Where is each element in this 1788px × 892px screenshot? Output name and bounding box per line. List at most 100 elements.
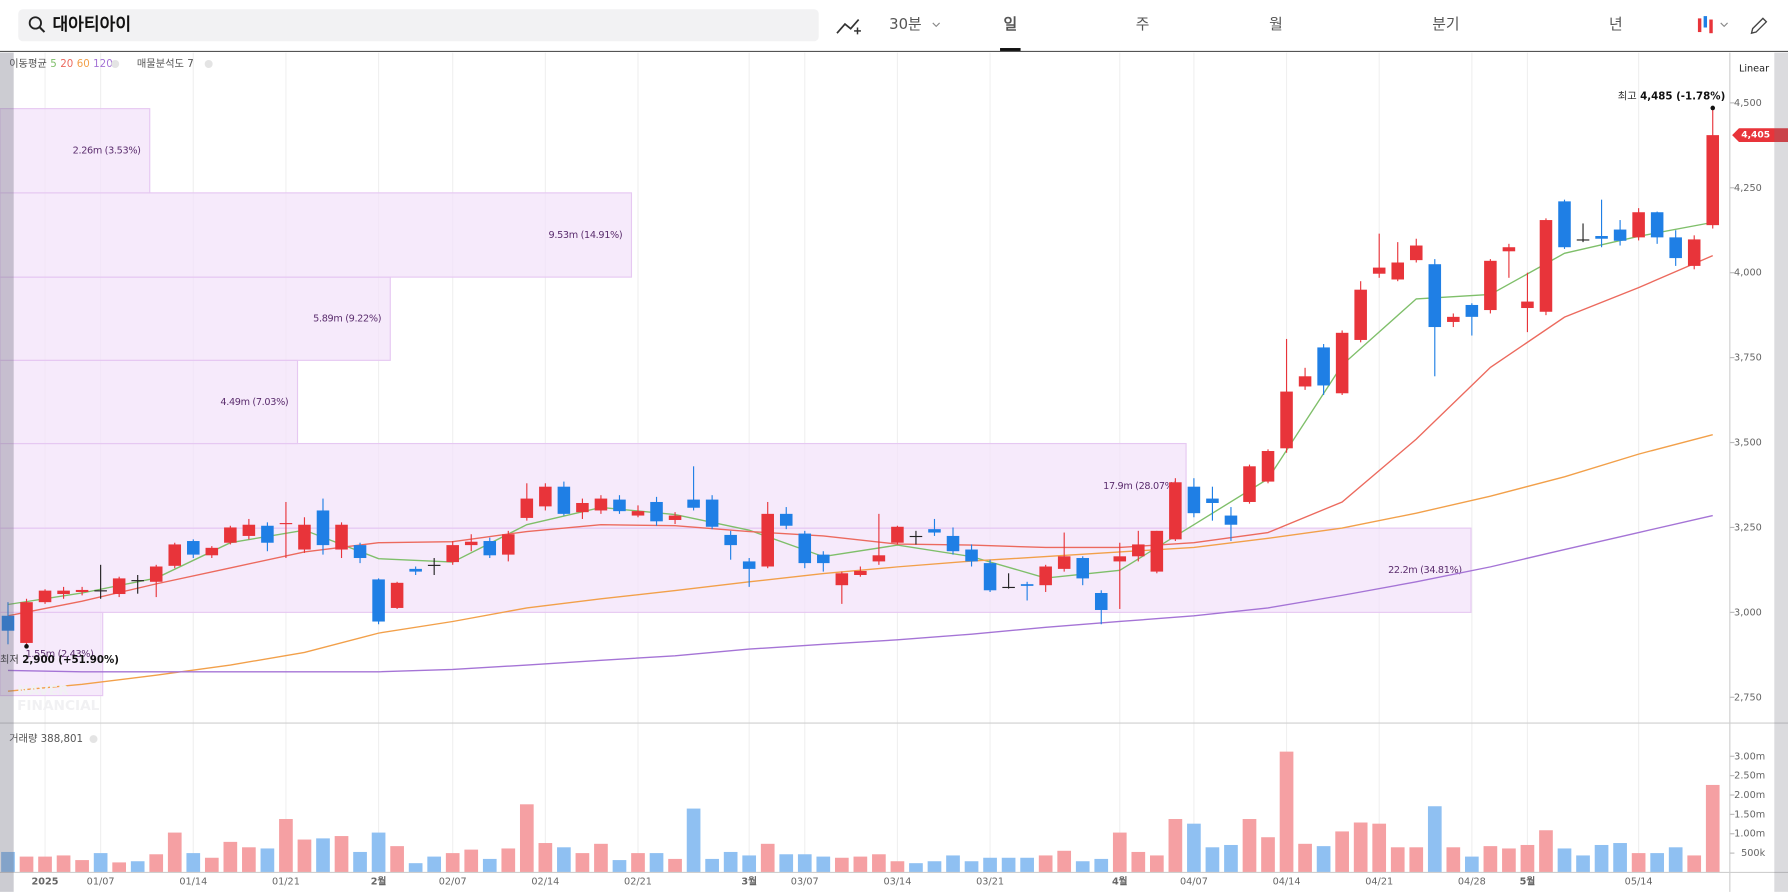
- volume-bar: [1168, 819, 1183, 873]
- volume-bar: [946, 855, 960, 873]
- candle-body: [1261, 451, 1275, 482]
- candle-body: [94, 590, 107, 592]
- volume-bar: [1483, 846, 1498, 873]
- volume-bar: [1001, 857, 1016, 873]
- candle-body: [261, 525, 274, 543]
- volume-bar: [482, 858, 497, 873]
- period-tab[interactable]: 일: [1003, 16, 1017, 33]
- profile-bar: [0, 611, 104, 697]
- candle-body: [20, 602, 33, 643]
- volume-bar: [427, 856, 442, 873]
- candle-icon[interactable]: [1697, 18, 1702, 33]
- profile-bar: [0, 276, 391, 361]
- volume-bar: [1372, 823, 1387, 873]
- x-tick-label: 2월: [371, 876, 387, 888]
- volume-bar: [390, 846, 404, 873]
- candle-body: [57, 590, 70, 595]
- candle-body: [1706, 135, 1720, 226]
- interval-select[interactable]: 30분: [889, 16, 921, 33]
- volume-bar: [723, 851, 738, 873]
- volume-bar: [464, 849, 479, 873]
- volume-bar: [538, 843, 553, 873]
- scale-label[interactable]: Linear: [1739, 64, 1769, 75]
- x-tick-label: 03/21: [976, 877, 1004, 888]
- search-icon: [28, 16, 42, 30]
- close-icon[interactable]: [111, 60, 120, 68]
- profile-bar: [0, 192, 633, 278]
- x-tick-label: 3월: [741, 876, 757, 888]
- volume-bar: [1705, 784, 1720, 873]
- chart-type-icon[interactable]: [836, 18, 860, 34]
- search-text[interactable]: 대아티아이: [52, 15, 131, 35]
- candle-body: [1521, 301, 1534, 309]
- period-tab[interactable]: 주: [1136, 16, 1150, 33]
- volume-bar: [445, 853, 460, 873]
- volume-bar: [38, 856, 52, 873]
- volume-bar: [1298, 843, 1312, 873]
- volume-bar: [1465, 856, 1479, 873]
- candle-body: [1428, 264, 1442, 328]
- candle-body: [1206, 498, 1219, 503]
- annotation-value: 4,485 (-1.78%): [1640, 91, 1725, 103]
- annotation-value: 2,900 (+51.90%): [22, 654, 119, 666]
- legend-entry: 5: [50, 58, 57, 70]
- volume-bar: [408, 863, 423, 873]
- high-annotation: 최고 4,485 (-1.78%): [1618, 91, 1725, 103]
- period-tab[interactable]: 월: [1269, 16, 1283, 33]
- legend-entry: 120: [93, 58, 113, 70]
- period-tab[interactable]: 분기: [1432, 16, 1459, 33]
- candle-body: [1169, 482, 1182, 540]
- candle-body: [1280, 391, 1293, 449]
- x-tick-label: 02/14: [531, 877, 559, 888]
- y-tick-label: 1.00m: [1734, 829, 1765, 840]
- volume-bar: [1668, 847, 1683, 873]
- volume-bar: [1094, 858, 1109, 873]
- profile-label: 2.26m (3.53%): [73, 146, 141, 157]
- candle-body: [779, 513, 793, 526]
- volume-bar: [167, 832, 182, 873]
- volume-bar: [1650, 853, 1664, 873]
- candle-body: [1317, 347, 1330, 386]
- close-icon[interactable]: [89, 735, 98, 744]
- volume-bar: [1038, 855, 1053, 873]
- candle-body: [1391, 262, 1405, 280]
- candle-body: [1650, 212, 1664, 238]
- profile-bar: [0, 359, 299, 445]
- y-tick-label: 3,250: [1734, 522, 1762, 533]
- volume-bar: [260, 848, 275, 873]
- search-box[interactable]: [18, 9, 819, 42]
- volume-bar: [334, 836, 349, 873]
- period-tabs: 일 주 월 분기 년: [1000, 16, 1623, 52]
- volume-bar: [1205, 847, 1220, 873]
- candle-body: [1484, 260, 1497, 311]
- volume-bar: [1261, 837, 1275, 873]
- volume-bar: [742, 855, 757, 873]
- x-tick-label: 03/07: [791, 877, 819, 888]
- edge-shade: [1774, 52, 1788, 892]
- x-tick-label: 03/14: [883, 877, 911, 888]
- candle-body: [613, 499, 626, 512]
- candle-body: [1094, 593, 1108, 610]
- period-tab[interactable]: 년: [1609, 16, 1623, 33]
- candle-body: [1502, 247, 1516, 252]
- close-icon[interactable]: [204, 60, 213, 68]
- ma-line: [7, 514, 1713, 673]
- volume-bar: [1075, 861, 1090, 873]
- volume-profile: 1.55m (2.43%) 22.2m (34.81%) 17.9m (28.07%…: [0, 108, 1472, 697]
- volume-bar: [297, 839, 312, 873]
- volume-bar: [1020, 857, 1034, 873]
- candle-body: [576, 502, 589, 513]
- profile-legend: 매물분석도 7: [137, 58, 194, 70]
- high-marker: [1710, 105, 1716, 111]
- candle-body: [965, 549, 978, 562]
- candle-body: [1039, 566, 1052, 586]
- edit-icon[interactable]: [1750, 17, 1768, 35]
- candle-body: [112, 578, 126, 595]
- candle-body: [205, 547, 219, 556]
- volume-bar: [1687, 855, 1702, 873]
- volume-bar: [649, 853, 664, 873]
- candle-body: [168, 544, 182, 566]
- chevron: [1720, 22, 1728, 28]
- legend-entry: 20: [60, 58, 73, 70]
- volume-bar: [1187, 823, 1201, 873]
